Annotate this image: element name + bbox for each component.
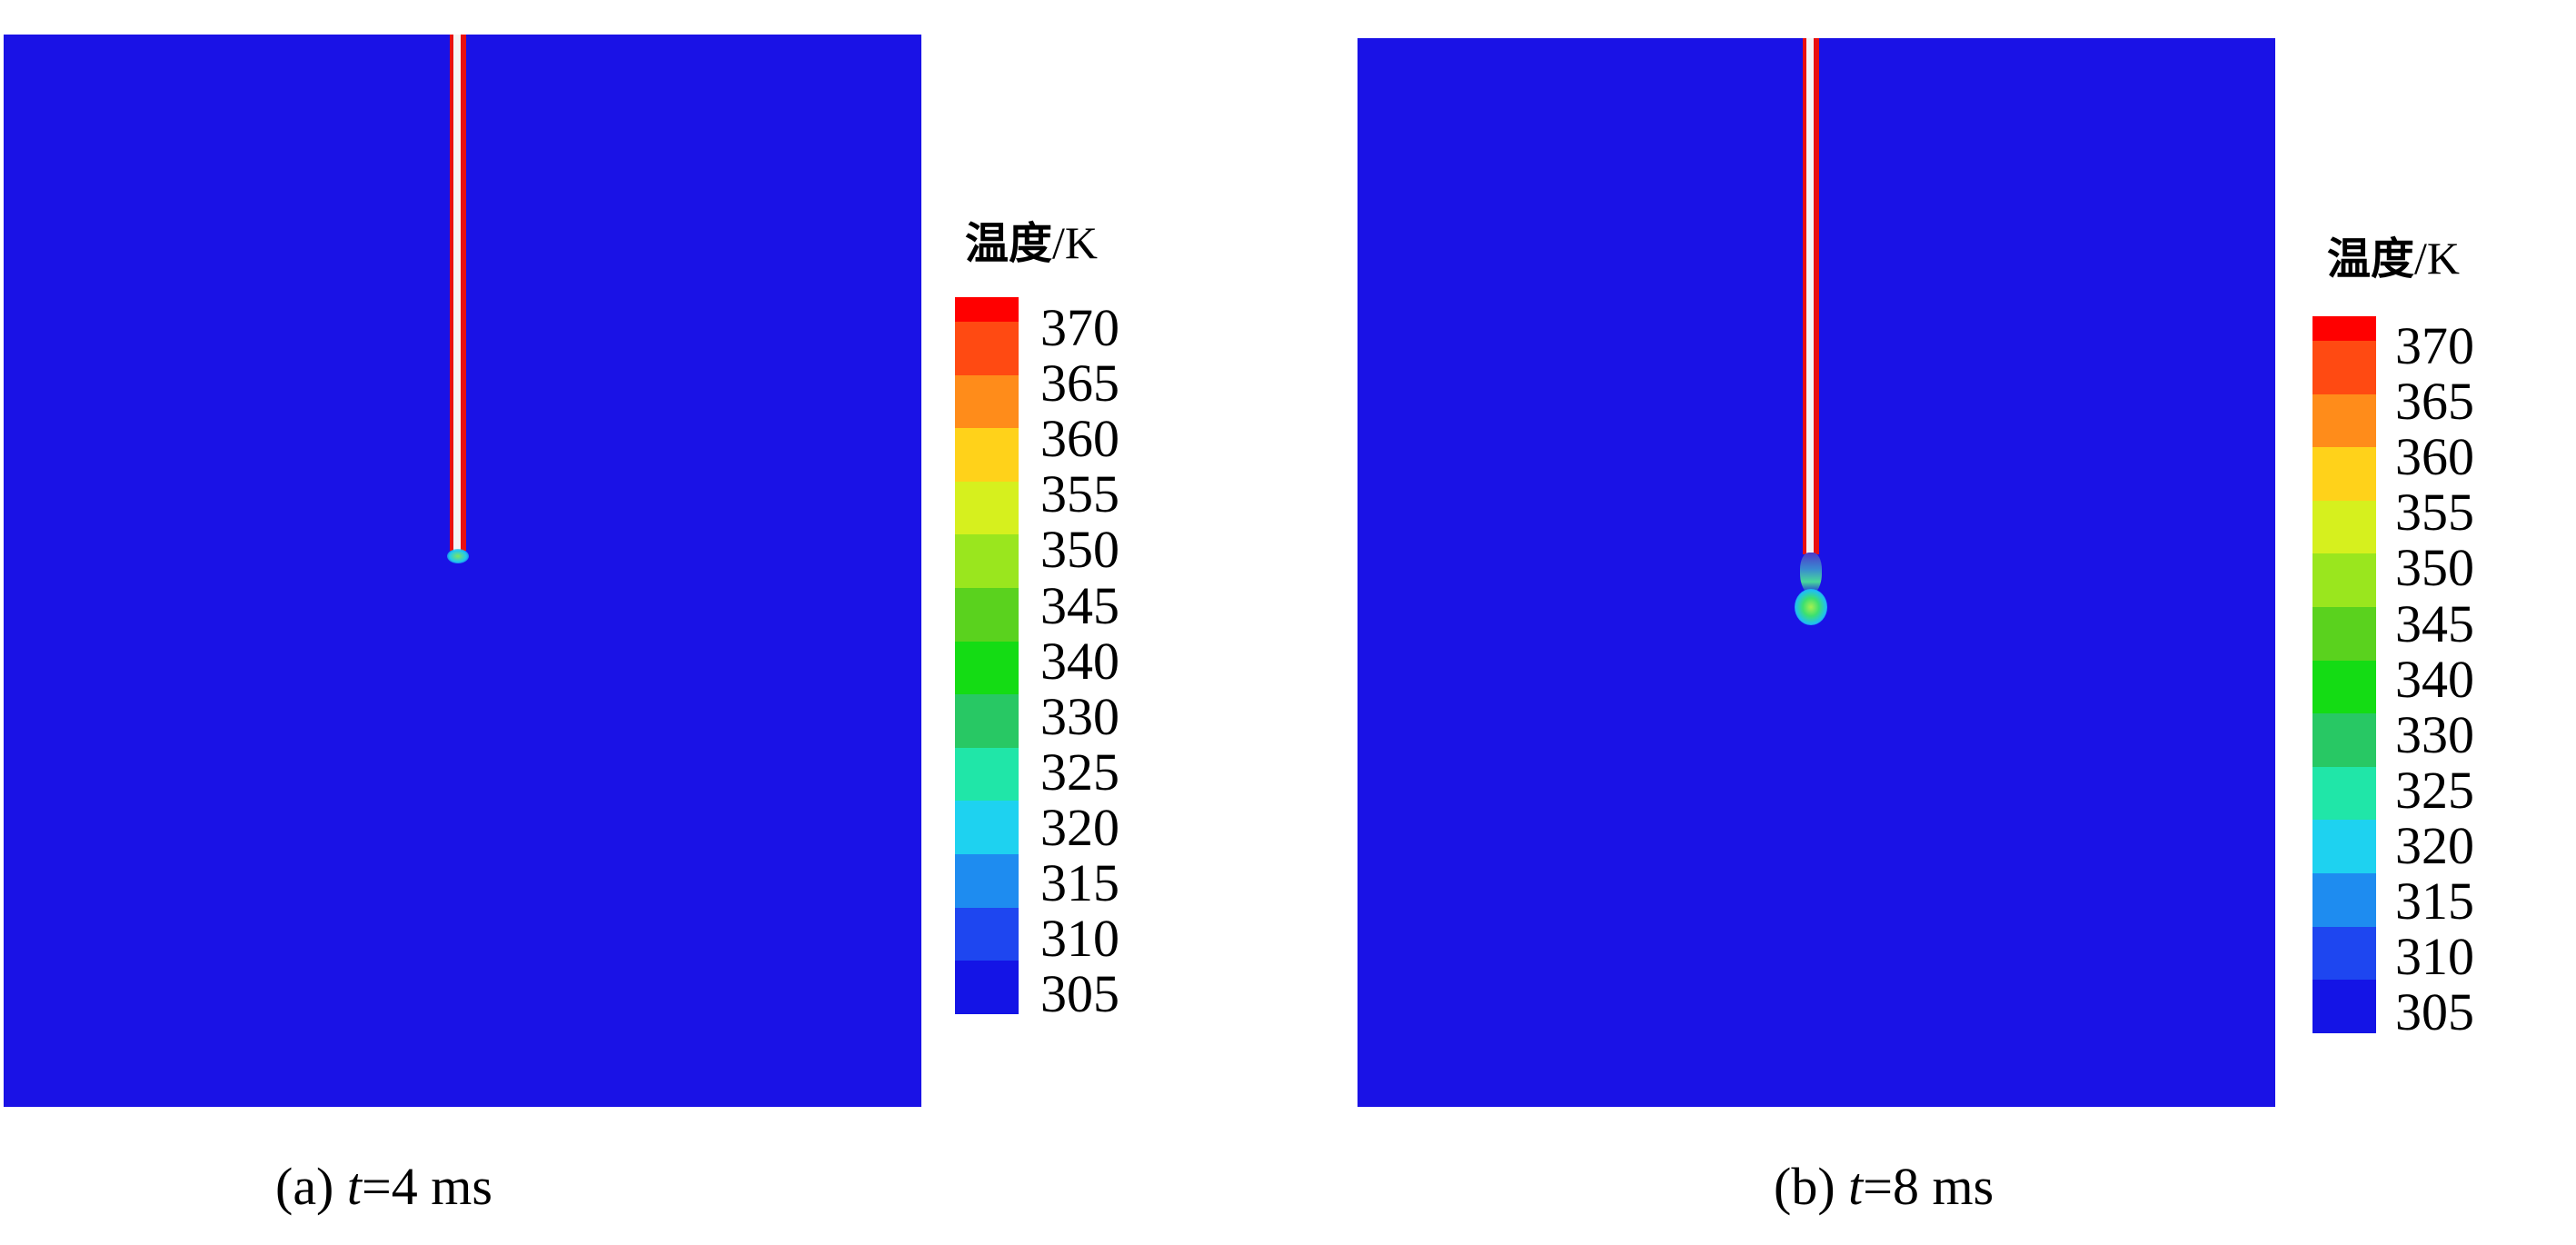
colorbar-a xyxy=(955,297,1019,1014)
colorbar-tick-label: 360 xyxy=(1040,409,1119,469)
colorbar-segment xyxy=(2312,553,2376,608)
colorbar-segment xyxy=(2312,820,2376,874)
caption-b: (b) t=8 ms xyxy=(1774,1156,1994,1217)
needle-hot-column-a xyxy=(450,35,466,551)
colorbar-tick-label: 325 xyxy=(2395,760,2474,820)
colorbar-segment xyxy=(955,588,1019,642)
colorbar-segment xyxy=(955,297,1019,322)
colorbar-segment xyxy=(955,641,1019,695)
colorbar-tick-label: 370 xyxy=(2395,316,2474,375)
colorbar-segment xyxy=(2312,926,2376,981)
colorbar-tick-label: 360 xyxy=(2395,427,2474,487)
colorbar-tick-label: 325 xyxy=(1040,742,1119,802)
temperature-field-b xyxy=(1358,38,2275,1107)
caption-b-rest: =8 ms xyxy=(1863,1157,1994,1216)
colorbar-segment xyxy=(2312,500,2376,554)
colorbar-segment xyxy=(955,534,1019,589)
colorbar-segment xyxy=(2312,766,2376,821)
colorbar-tick-label: 330 xyxy=(2395,704,2474,764)
colorbar-segment xyxy=(955,694,1019,748)
colorbar-title-unit-a: /K xyxy=(1052,217,1099,268)
colorbar-title-cn-a: 温度 xyxy=(965,218,1053,269)
caption-b-prefix: (b) xyxy=(1774,1157,1849,1216)
colorbar-title-b: 温度/K xyxy=(2327,223,2460,286)
panel-a: 温度/K 370 365 360 355 350 345 340 330 325 320 315 31… xyxy=(4,35,1119,1217)
colorbar-tick-label: 345 xyxy=(1040,575,1119,635)
colorbar-segment xyxy=(955,322,1019,375)
colorbar-tick-label: 365 xyxy=(2395,372,2474,432)
colorbar-segment xyxy=(2312,341,2376,394)
colorbar-segment xyxy=(955,747,1019,802)
caption-a-prefix: (a) xyxy=(275,1157,347,1216)
colorbar-tick-label: 355 xyxy=(1040,464,1119,524)
colorbar-segment xyxy=(2312,447,2376,501)
colorbar-tick-label: 370 xyxy=(1040,298,1119,357)
caption-a-rest: =4 ms xyxy=(362,1157,492,1216)
colorbar-tick-label: 320 xyxy=(1040,797,1119,857)
colorbar-segment xyxy=(955,907,1019,961)
colorbar-b xyxy=(2312,316,2376,1033)
temperature-field-a xyxy=(4,35,921,1107)
colorbar-segment xyxy=(955,961,1019,1014)
colorbar-title-unit-b: /K xyxy=(2414,233,2461,284)
colorbar-title-a: 温度/K xyxy=(965,207,1098,271)
caption-b-var: t xyxy=(1848,1157,1864,1216)
colorbar-segment xyxy=(955,801,1019,855)
colorbar-tick-label: 355 xyxy=(2395,483,2474,543)
colorbar-tick-label: 330 xyxy=(1040,686,1119,746)
colorbar-tick-label: 350 xyxy=(2395,538,2474,598)
colorbar-tick-label: 345 xyxy=(2395,593,2474,653)
colorbar-segment xyxy=(2312,713,2376,767)
colorbar-tick-label: 305 xyxy=(2395,982,2474,1042)
colorbar-tick-label: 365 xyxy=(1040,354,1119,413)
colorbar-tick-label: 310 xyxy=(1040,909,1119,969)
colorbar-tick-label: 340 xyxy=(2395,649,2474,709)
colorbar-tick-label: 315 xyxy=(2395,872,2474,931)
colorbar-segment xyxy=(2312,393,2376,448)
colorbar-segment xyxy=(2312,660,2376,714)
needle-hot-column-b xyxy=(1803,38,1819,554)
colorbar-tick-label: 320 xyxy=(2395,815,2474,875)
plume-hotspot-b xyxy=(1795,589,1827,625)
tip-hotspot-a xyxy=(447,549,469,563)
colorbar-tick-label: 350 xyxy=(1040,520,1119,580)
colorbar-title-cn-b: 温度 xyxy=(2327,234,2415,284)
colorbar-segment xyxy=(955,374,1019,429)
colorbar-tick-label: 340 xyxy=(1040,631,1119,691)
colorbar-segment xyxy=(955,428,1019,482)
colorbar-segment xyxy=(2312,316,2376,341)
colorbar-tick-label: 310 xyxy=(2395,927,2474,987)
colorbar-segment xyxy=(2312,607,2376,661)
colorbar-segment xyxy=(2312,980,2376,1033)
caption-a: (a) t=4 ms xyxy=(275,1156,492,1217)
panel-b: 温度/K 370 365 360 355 350 345 340 330 325 320 315 31… xyxy=(1288,0,2575,1245)
colorbar-segment xyxy=(2312,873,2376,927)
colorbar-tick-label: 305 xyxy=(1040,964,1119,1024)
plume-b xyxy=(1800,553,1822,594)
colorbar-segment xyxy=(955,854,1019,908)
colorbar-segment xyxy=(955,481,1019,535)
colorbar-tick-label: 315 xyxy=(1040,853,1119,912)
caption-a-var: t xyxy=(346,1157,362,1216)
